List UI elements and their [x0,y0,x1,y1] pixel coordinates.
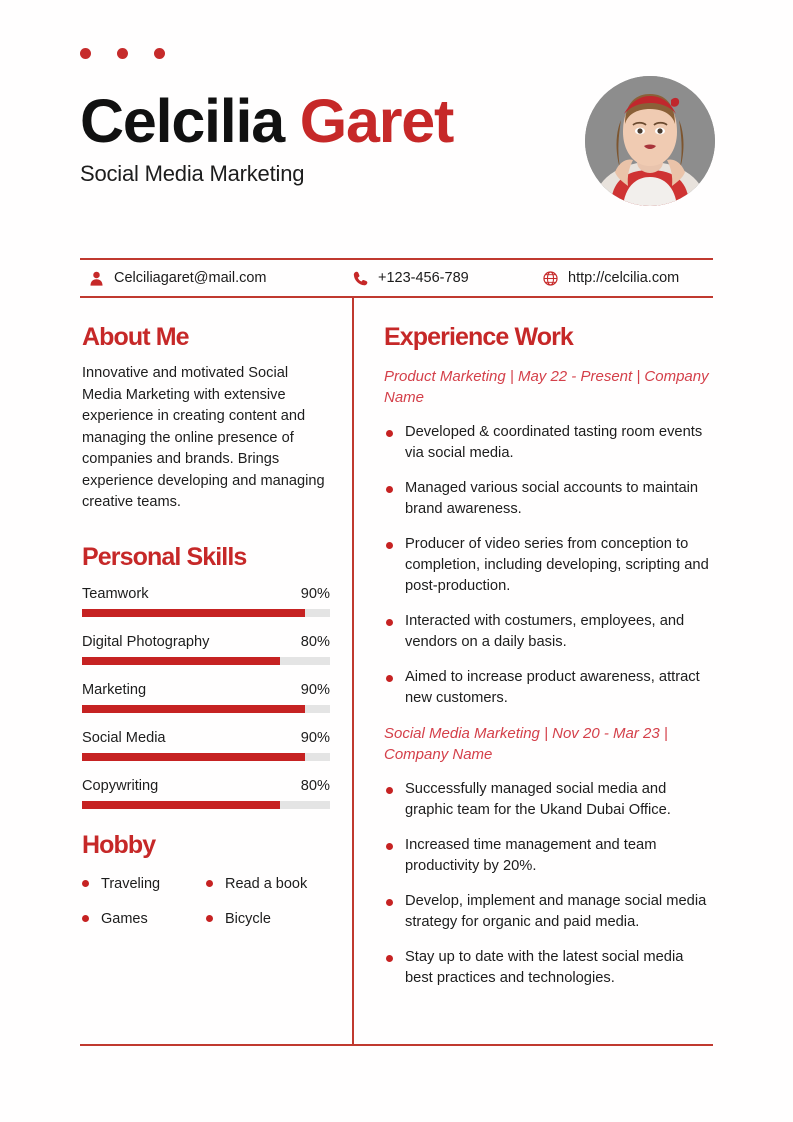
skill-label: Teamwork [82,585,149,602]
skill-bar-track [82,608,330,617]
skill-head: Marketing 90% [82,682,330,698]
list-item: Successfully managed social media and gr… [384,779,714,821]
experience-job: Product Marketing | May 22 - Present | C… [384,366,714,709]
hobby-list: Traveling Read a book Games Bicycle [82,876,330,927]
globe-icon [543,270,558,286]
hobby-title: Hobby [82,830,156,859]
skill-row: Social Media 90% [82,730,330,761]
decorative-dots [80,48,165,59]
list-item: Developed & coordinated tasting room eve… [384,422,714,464]
skill-bar-track [82,704,330,713]
skill-percent: 90% [300,681,330,698]
dot-icon [154,48,165,59]
hobby-item: Traveling [82,876,206,892]
last-name: Garet [299,87,455,155]
about-section: About Me Innovative and motivated Social… [82,322,330,514]
hobby-item: Games [82,911,206,927]
skill-percent: 90% [300,585,330,602]
phone-icon [353,271,368,285]
job-meta: Product Marketing | May 22 - Present | C… [384,368,709,406]
list-item: Develop, implement and manage social med… [384,891,714,933]
skill-row: Marketing 90% [82,682,330,713]
hobby-label: Games [101,910,148,927]
hobby-section: Hobby Traveling Read a book Games Bicycle [82,830,330,927]
skill-head: Social Media 90% [82,730,330,746]
skill-bar-fill [82,704,306,713]
contact-website[interactable]: http://celcilia.com [542,270,713,287]
job-meta: Social Media Marketing | Nov 20 - Mar 23… [384,725,668,763]
divider-bottom [80,296,713,298]
list-item: Producer of video series from conception… [384,534,714,597]
list-item: Increased time management and team produ… [384,835,714,877]
skill-head: Teamwork 90% [82,586,330,602]
user-icon [90,271,103,286]
skill-label: Copywriting [82,777,159,794]
list-item: Aimed to increase product awareness, att… [384,667,714,709]
contact-email-text: Celciliagaret@mail.com [114,270,267,286]
skills-list: Teamwork 90% Digital Photography 80% Marketi… [82,586,330,809]
about-text: Innovative and motivated Social Media Ma… [82,365,325,510]
skill-row: Digital Photography 80% [82,634,330,665]
skill-row: Teamwork 90% [82,586,330,617]
experience-job: Social Media Marketing | Nov 20 - Mar 23… [384,723,714,989]
experience-title: Experience Work [384,323,574,351]
right-column: Experience Work Product Marketing | May … [384,322,714,1003]
contact-bar: Celciliagaret@mail.com +123-456-789 http… [80,260,713,296]
skill-percent: 80% [300,633,330,650]
portrait-photo-icon [585,76,715,206]
skill-bar-fill [82,608,306,617]
skill-bar-fill [82,656,281,665]
bullet-dot-icon [206,915,213,922]
page-title: Celcilia Garet [80,88,720,154]
skill-row: Copywriting 80% [82,778,330,809]
job-bullets: Developed & coordinated tasting room eve… [384,422,714,709]
job-role-subtitle: Social Media Marketing [80,161,305,186]
skill-head: Digital Photography 80% [82,634,330,650]
contact-email[interactable]: Celciliagaret@mail.com [80,270,352,287]
list-item: Interacted with costumers, employees, an… [384,611,714,653]
first-name: Celcilia [80,87,285,155]
bullet-dot-icon [82,915,89,922]
skill-bar-fill [82,800,281,809]
left-column: About Me Innovative and motivated Social… [82,322,330,927]
about-title: About Me [82,323,190,351]
dot-icon [117,48,128,59]
skill-bar-track [82,800,330,809]
skill-percent: 80% [300,777,330,794]
hobby-label: Bicycle [225,910,271,927]
bullet-dot-icon [82,880,89,887]
skill-label: Marketing [82,681,147,698]
contact-website-text: http://celcilia.com [568,270,680,286]
list-item: Managed various social accounts to maint… [384,478,714,520]
list-item: Stay up to date with the latest social m… [384,947,714,989]
skills-title: Personal Skills [82,542,247,571]
hobby-item: Read a book [206,876,330,892]
contact-phone-text: +123-456-789 [378,270,469,286]
hobby-label: Read a book [225,875,308,892]
skill-bar-track [82,752,330,761]
skill-bar-track [82,656,330,665]
job-bullets: Successfully managed social media and gr… [384,779,714,989]
dot-icon [80,48,91,59]
divider-footer [80,1044,713,1046]
skill-percent: 90% [300,729,330,746]
hobby-item: Bicycle [206,911,330,927]
avatar [585,76,715,206]
skill-bar-fill [82,752,306,761]
column-divider [352,297,354,1045]
contact-phone[interactable]: +123-456-789 [352,270,542,287]
skill-label: Digital Photography [82,633,210,650]
skill-label: Social Media [82,729,166,746]
header: Celcilia Garet Social Media Marketing [80,88,720,218]
bullet-dot-icon [206,880,213,887]
divider-top [80,258,713,260]
experience-list: Product Marketing | May 22 - Present | C… [384,366,714,989]
skill-head: Copywriting 80% [82,778,330,794]
skills-section: Personal Skills Teamwork 90% Digital Photo… [82,542,330,809]
hobby-label: Traveling [101,875,161,892]
